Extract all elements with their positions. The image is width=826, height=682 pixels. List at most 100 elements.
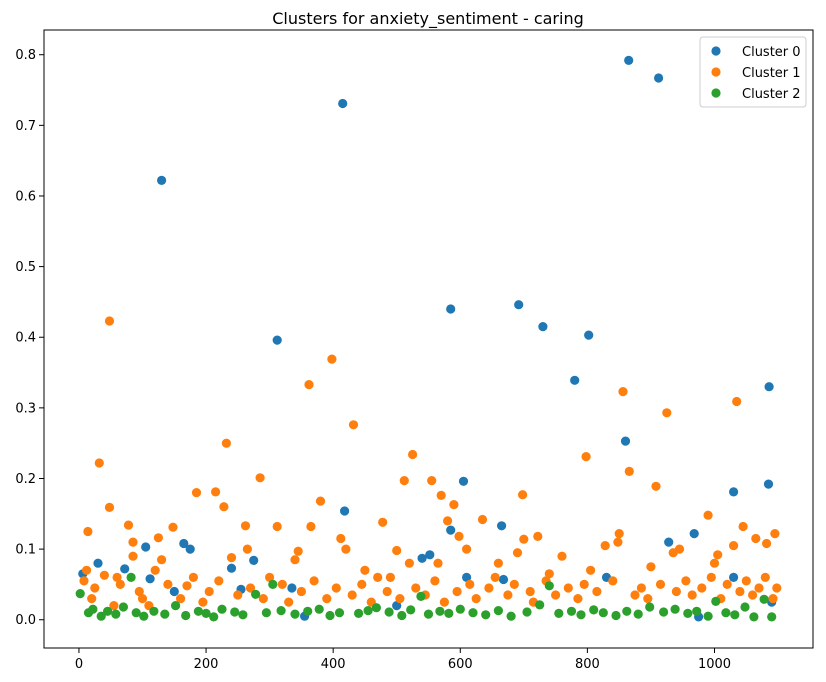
point-cluster-1 (322, 594, 332, 604)
point-cluster-1 (176, 594, 186, 604)
y-tick-label: 0.4 (15, 331, 36, 346)
point-cluster-2 (209, 612, 219, 622)
point-cluster-1 (600, 541, 610, 551)
point-cluster-1 (454, 531, 464, 542)
point-cluster-0 (729, 487, 739, 497)
x-tick-label: 0 (75, 657, 83, 672)
point-cluster-1 (293, 546, 303, 556)
point-cluster-0 (584, 330, 594, 340)
point-cluster-2 (354, 608, 364, 619)
point-cluster-1 (219, 502, 229, 512)
point-cluster-2 (611, 610, 621, 621)
point-cluster-1 (315, 496, 326, 506)
point-cluster-1 (671, 586, 682, 597)
point-cluster-0 (340, 506, 350, 516)
point-cluster-2 (126, 572, 136, 583)
point-cluster-1 (563, 583, 573, 593)
point-cluster-1 (452, 586, 462, 597)
point-cluster-2 (139, 611, 149, 621)
point-cluster-1 (163, 579, 173, 590)
legend: Cluster 0 Cluster 1 Cluster 2 (699, 36, 807, 108)
point-cluster-1 (258, 594, 268, 604)
point-cluster-1 (128, 537, 138, 547)
point-cluster-0 (417, 553, 427, 563)
point-cluster-2 (670, 604, 680, 614)
point-cluster-1 (360, 565, 370, 575)
point-cluster-1 (646, 562, 656, 572)
point-cluster-1 (630, 590, 640, 600)
point-cluster-2 (303, 606, 313, 616)
legend-label: Cluster 1 (742, 66, 801, 81)
point-cluster-1 (90, 583, 100, 593)
point-cluster-1 (378, 517, 388, 527)
point-cluster-1 (123, 520, 134, 530)
point-cluster-1 (741, 576, 751, 586)
point-cluster-0 (446, 304, 456, 314)
y-tick-label: 0.5 (15, 260, 36, 275)
point-cluster-1 (245, 583, 256, 593)
point-cluster-1 (762, 538, 772, 549)
point-cluster-0 (570, 375, 580, 385)
point-cluster-1 (341, 544, 351, 554)
point-cluster-2 (363, 606, 373, 616)
point-cluster-1 (655, 579, 666, 590)
point-cluster-1 (768, 594, 778, 604)
y-tick-label: 0.3 (15, 401, 36, 416)
point-cluster-1 (191, 488, 202, 498)
point-cluster-1 (82, 565, 92, 575)
legend-label: Cluster 2 (742, 87, 801, 102)
point-cluster-0 (514, 300, 524, 310)
point-cluster-1 (87, 594, 97, 604)
point-cluster-0 (498, 574, 509, 585)
point-cluster-0 (446, 525, 456, 535)
point-cluster-1 (484, 583, 494, 593)
point-cluster-1 (624, 466, 634, 476)
point-cluster-2 (659, 607, 669, 617)
point-cluster-2 (111, 609, 121, 619)
point-cluster-2 (181, 610, 191, 621)
point-cluster-1 (436, 490, 446, 500)
axes-layer: 0 200 400 600 800 1000 0.0 0.1 0.2 0.3 0.4 0.5 0.6 0.… (15, 48, 731, 672)
point-cluster-1 (327, 354, 337, 364)
point-cluster-1 (306, 521, 316, 532)
point-cluster-1 (433, 558, 443, 568)
point-cluster-1 (392, 545, 402, 556)
point-cluster-1 (112, 572, 122, 583)
point-cluster-1 (348, 420, 359, 430)
y-tick-label: 0.6 (15, 189, 36, 204)
point-cluster-0 (763, 479, 774, 489)
point-cluster-2 (201, 608, 211, 619)
point-cluster-1 (204, 586, 214, 597)
point-cluster-1 (439, 597, 449, 607)
point-cluster-2 (276, 606, 286, 616)
point-cluster-0 (624, 55, 634, 65)
point-cluster-1 (533, 531, 543, 542)
point-cluster-1 (408, 449, 418, 460)
point-cluster-0 (689, 529, 699, 539)
point-cluster-2 (721, 608, 731, 618)
point-cluster-1 (99, 570, 109, 580)
point-cluster-2 (683, 608, 693, 619)
x-tick-label: 1000 (698, 657, 731, 672)
point-cluster-1 (751, 533, 761, 544)
point-cluster-0 (120, 564, 130, 574)
point-cluster-0 (272, 335, 282, 345)
point-cluster-2 (544, 581, 554, 591)
point-cluster-0 (226, 563, 237, 573)
point-cluster-1 (713, 550, 723, 560)
legend-marker (711, 67, 721, 77)
point-cluster-1 (373, 572, 383, 583)
point-cluster-2 (423, 609, 434, 619)
point-cluster-1 (277, 579, 287, 590)
point-cluster-1 (581, 452, 591, 462)
point-cluster-2 (598, 608, 608, 618)
point-cluster-1 (242, 544, 252, 554)
point-cluster-1 (94, 458, 104, 468)
point-cluster-0 (620, 436, 631, 446)
point-cluster-1 (579, 579, 589, 590)
point-cluster-0 (654, 73, 664, 83)
point-cluster-1 (662, 408, 672, 418)
point-cluster-2 (230, 607, 240, 617)
point-cluster-1 (525, 586, 535, 597)
